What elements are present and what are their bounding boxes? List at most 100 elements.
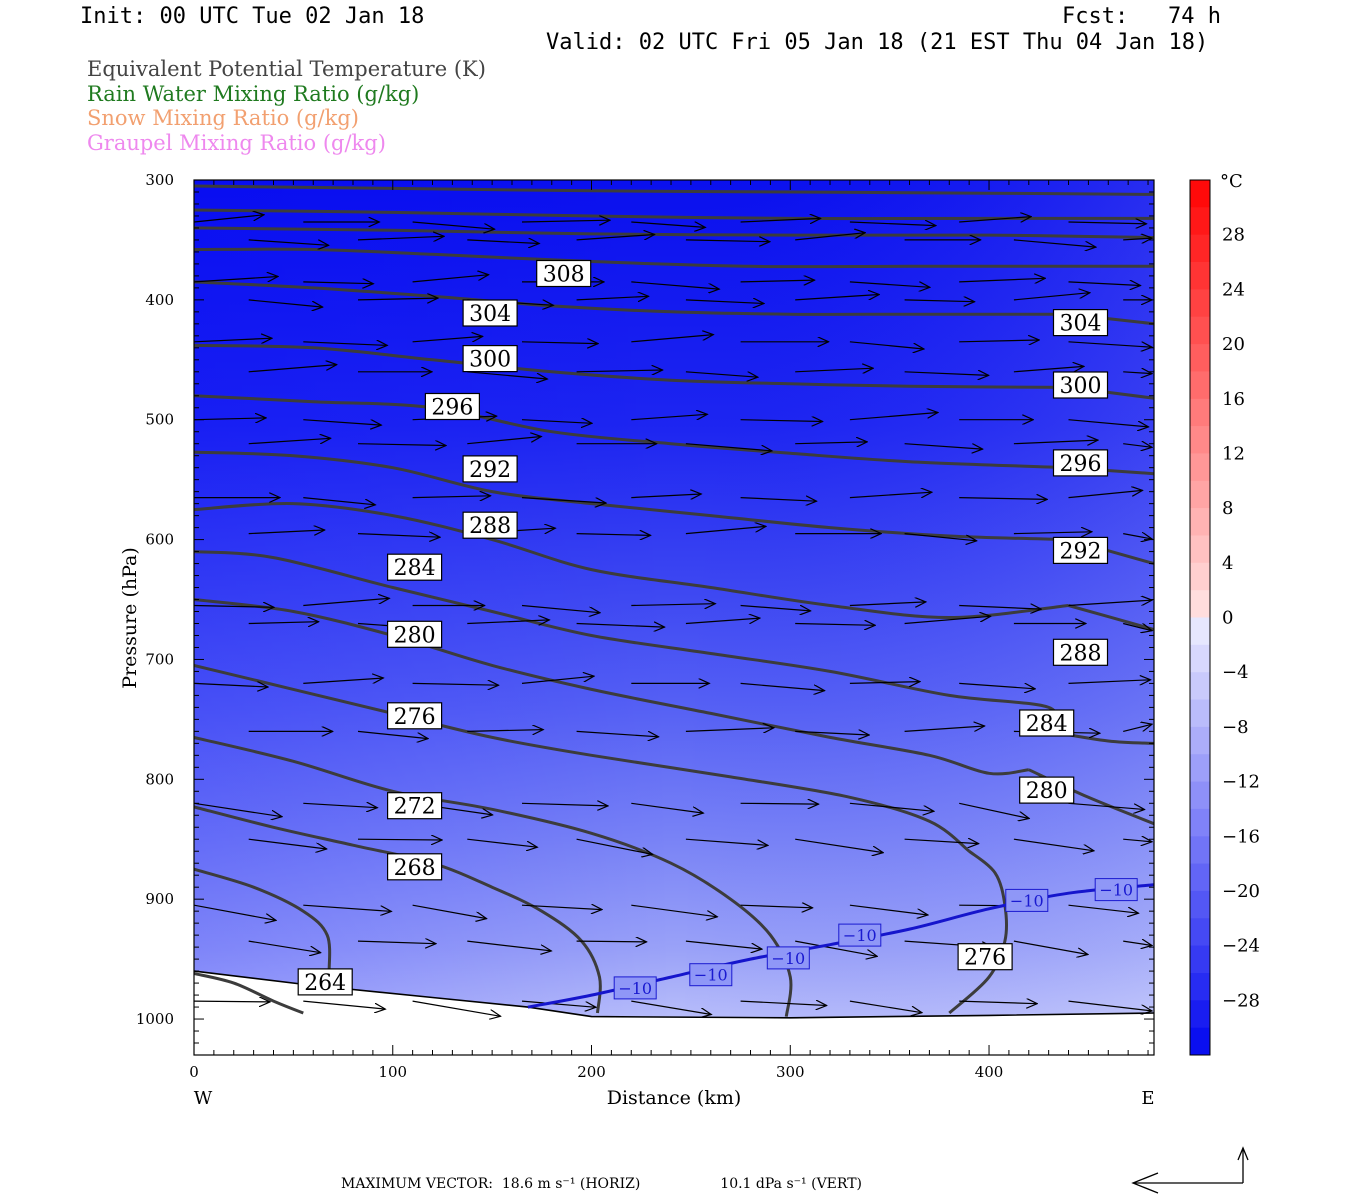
- theta-e-contour-304: [194, 343, 1069, 389]
- wind-vector: [685, 371, 758, 377]
- contour-label: 272: [394, 795, 436, 820]
- wind-vector: [904, 533, 977, 541]
- wind-vector: [685, 300, 764, 304]
- colorbar-bin: [1190, 808, 1210, 837]
- isotherm-label-box: [1094, 878, 1138, 902]
- theta-e-contour-284: [194, 598, 1029, 776]
- wind-vector: [1068, 802, 1145, 809]
- footer-max-vector: MAXIMUM VECTOR: 18.6 m s⁻¹ (HORIZ) 10.1 d…: [341, 1176, 862, 1192]
- wind-vector: [357, 839, 442, 840]
- wind-vector: [303, 419, 381, 425]
- x-tick-label: 200: [577, 1063, 606, 1081]
- y-tick-label: 900: [145, 890, 174, 908]
- forecast-hour: Fcst: 74 h: [1062, 4, 1221, 29]
- colorbar-frame: [1189, 179, 1211, 1056]
- isotherm-label: −10: [1010, 891, 1044, 910]
- wind-vector: [959, 498, 1047, 500]
- wind-vector: [303, 904, 391, 911]
- wind-vector: [303, 1000, 385, 1009]
- wind-vector: [1013, 366, 1084, 373]
- wind-vector: [412, 496, 491, 498]
- wind-vector: [303, 803, 377, 807]
- wind-vector: [959, 340, 1039, 342]
- colorbar-bin: [1190, 480, 1210, 509]
- colorbar-bin: [1190, 180, 1210, 208]
- wind-vector: [1123, 238, 1152, 240]
- contour-label: 296: [1060, 452, 1102, 477]
- wind-vector: [740, 682, 825, 690]
- colorbar-unit: °C: [1220, 171, 1243, 192]
- colorbar-tick-label: −8: [1222, 717, 1249, 738]
- wind-vector: [248, 239, 329, 245]
- colorbar-tick-label: 16: [1222, 389, 1245, 410]
- wind-vector: [1068, 1000, 1153, 1011]
- wind-vector: [1068, 222, 1147, 224]
- contour-label-box: [387, 620, 443, 648]
- wind-vector: [849, 341, 924, 349]
- isotherm-label: −10: [618, 979, 652, 998]
- wind-vector: [1123, 839, 1152, 842]
- wind-vector: [959, 802, 1029, 818]
- wind-vector: [631, 221, 705, 227]
- wind-vector: [248, 365, 337, 373]
- colorbar-bin: [1190, 262, 1210, 290]
- wind-vector: [631, 604, 715, 606]
- y-tick-label: 300: [145, 171, 174, 189]
- theta-e-contour-264: [194, 972, 304, 1015]
- wind-vector: [194, 338, 272, 342]
- wind-vector: [248, 299, 323, 307]
- wind-vector: [685, 618, 760, 625]
- wind-vector: [576, 235, 655, 241]
- wind-vector: [521, 220, 610, 222]
- wind-vector: [685, 443, 772, 451]
- contour-label-box: [462, 299, 518, 327]
- wind-vector: [849, 492, 932, 499]
- wind-vector: [357, 444, 446, 446]
- colorbar-bin: [1190, 590, 1210, 618]
- colorbar-tick-label: −20: [1222, 881, 1260, 902]
- contour-label: 300: [1060, 374, 1102, 399]
- isotherm-label: −10: [771, 949, 805, 968]
- wind-vector: [303, 678, 383, 684]
- colorbar-bin: [1190, 781, 1210, 810]
- wind-vector: [740, 280, 815, 282]
- colorbar-bin: [1190, 562, 1210, 591]
- theta-e-contour-292: [194, 501, 1069, 620]
- wind-vector: [631, 494, 701, 498]
- y-tick-label: 600: [145, 531, 174, 549]
- wind-vector: [1068, 419, 1149, 427]
- wind-vector: [1068, 341, 1153, 347]
- isotherm-label: −10: [694, 966, 728, 985]
- wind-vector: [412, 221, 495, 229]
- wind-vector: [959, 606, 1041, 610]
- contour-label-box: [536, 259, 592, 288]
- wind-vector: [740, 218, 821, 222]
- wind-vector: [521, 604, 600, 613]
- max-vector-label: MAXIMUM VECTOR:: [341, 1176, 493, 1192]
- wind-vector: [904, 726, 985, 732]
- contour-label: 268: [394, 856, 436, 881]
- colorbar-tick-label: 4: [1222, 553, 1233, 574]
- colorbar-bin: [1190, 371, 1210, 400]
- contour-label: 264: [304, 971, 346, 996]
- colorbar-bin: [1190, 726, 1210, 755]
- wind-vector: [467, 371, 547, 379]
- wind-vector: [576, 296, 649, 300]
- wind-vector: [357, 941, 436, 944]
- wind-vector: [521, 676, 594, 684]
- wind-vector: [685, 838, 768, 845]
- colorbar-bin: [1190, 672, 1210, 700]
- wind-vector: [412, 904, 487, 918]
- contour-label-box: [462, 511, 518, 539]
- contour-label: 284: [394, 556, 436, 581]
- wind-vector: [521, 803, 608, 806]
- colorbar-tick-label: −24: [1222, 936, 1260, 957]
- isotherm-label-box: [766, 946, 810, 970]
- colorbar-bin: [1190, 508, 1210, 536]
- colorbar-tick-label: 12: [1222, 443, 1245, 464]
- contour-label: 292: [1060, 539, 1102, 564]
- wind-vector: [849, 602, 926, 606]
- wind-vector: [631, 335, 713, 343]
- legend-theta-e: Equivalent Potential Temperature (K): [87, 57, 486, 81]
- y-tick-label: 800: [145, 770, 174, 788]
